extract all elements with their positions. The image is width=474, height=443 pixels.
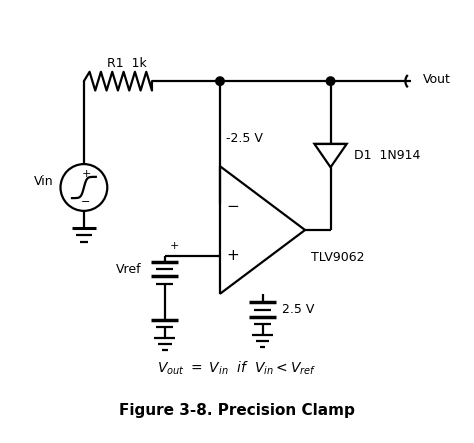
- Text: +: +: [227, 248, 239, 263]
- Text: Vin: Vin: [34, 175, 53, 187]
- Text: Vout: Vout: [423, 73, 451, 85]
- Text: -2.5 V: -2.5 V: [227, 132, 263, 145]
- Circle shape: [326, 77, 335, 85]
- Text: −: −: [82, 198, 91, 207]
- Text: +: +: [169, 241, 179, 251]
- Circle shape: [216, 77, 224, 85]
- Text: +: +: [82, 169, 91, 179]
- Text: R1  1k: R1 1k: [107, 57, 146, 70]
- Text: Vref: Vref: [116, 263, 141, 276]
- Text: $V_{out}\ =\ V_{in}\ \ if\ \ V_{in} < V_{ref}$: $V_{out}\ =\ V_{in}\ \ if\ \ V_{in} < V_…: [157, 360, 317, 377]
- Text: D1  1N914: D1 1N914: [354, 149, 420, 162]
- Text: 2.5 V: 2.5 V: [282, 303, 314, 316]
- Text: TLV9062: TLV9062: [311, 251, 365, 264]
- Text: −: −: [227, 199, 239, 214]
- Text: Figure 3-8. Precision Clamp: Figure 3-8. Precision Clamp: [119, 403, 355, 418]
